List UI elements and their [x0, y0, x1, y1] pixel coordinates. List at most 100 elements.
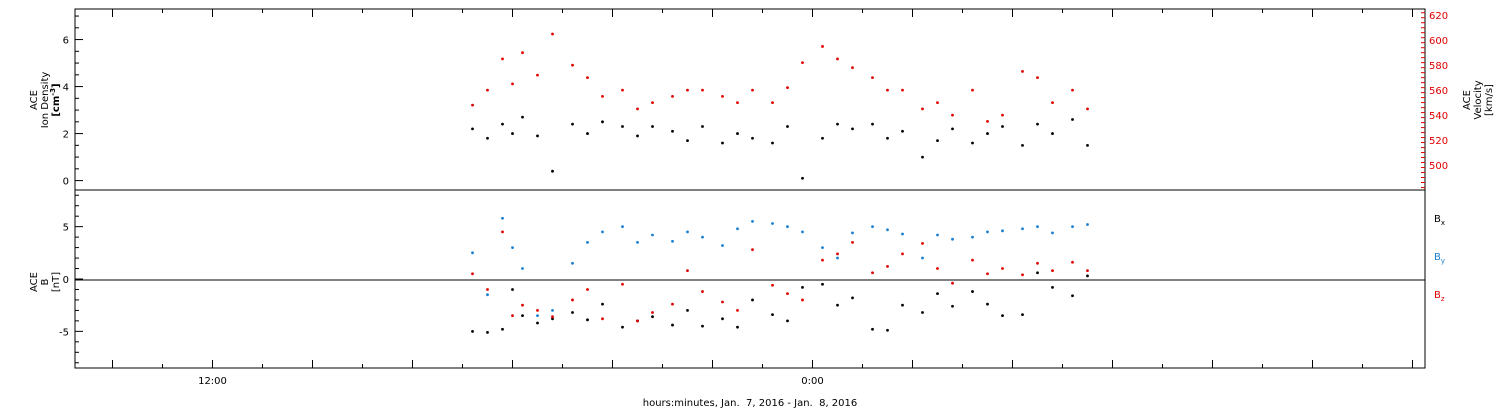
data-point: [851, 240, 854, 244]
data-point: [536, 73, 539, 77]
bottom-panel-points: [471, 216, 1089, 334]
data-point: [701, 88, 704, 92]
data-point: [671, 323, 674, 327]
top-right-ylabel-line2: Velocity: [1473, 80, 1484, 119]
data-point: [821, 45, 824, 48]
y2-tick-label: 520: [1429, 136, 1448, 147]
data-point: [551, 317, 554, 321]
data-point: [736, 309, 739, 312]
data-point: [651, 125, 654, 128]
data-point: [601, 302, 604, 306]
data-point: [951, 237, 954, 241]
y2-tick-label: 560: [1429, 86, 1448, 97]
top-left-ylabel-line2: Ion Density: [40, 72, 51, 129]
data-point: [1036, 76, 1039, 80]
data-point: [1036, 122, 1039, 126]
data-point: [886, 88, 889, 92]
data-point: [886, 228, 889, 232]
data-point: [921, 242, 924, 245]
data-point: [501, 230, 504, 234]
data-point: [1051, 269, 1054, 273]
data-point: [901, 252, 904, 256]
data-point: [586, 288, 589, 291]
data-point: [901, 232, 904, 236]
data-point: [771, 313, 774, 316]
data-point: [1051, 285, 1054, 289]
data-point: [751, 298, 754, 302]
data-point: [986, 119, 989, 123]
data-point: [851, 231, 854, 235]
data-point: [821, 258, 824, 262]
legend-entry: Bx: [1434, 214, 1445, 227]
top-left-ylabel-unit: [cm-3]: [49, 83, 62, 116]
y-tick-label: 0: [63, 275, 69, 286]
data-point: [1021, 273, 1024, 277]
data-point: [951, 281, 954, 285]
data-point: [486, 293, 489, 297]
data-point: [486, 88, 489, 92]
data-point: [771, 222, 774, 225]
data-point: [886, 328, 889, 332]
y2-tick-label: 540: [1429, 111, 1448, 122]
data-point: [1001, 113, 1004, 117]
data-point: [521, 51, 524, 55]
data-point: [1071, 88, 1074, 92]
data-point: [901, 88, 904, 92]
data-point: [821, 246, 824, 249]
data-point: [551, 309, 554, 312]
data-point: [801, 298, 804, 302]
data-point: [511, 132, 514, 135]
data-point: [836, 57, 839, 61]
data-point: [886, 136, 889, 140]
y-tick-label: 5: [63, 223, 69, 234]
bottom-panel-frame: [74, 189, 1426, 369]
data-point: [986, 272, 989, 276]
data-point: [536, 314, 539, 318]
data-point: [686, 139, 689, 143]
data-point: [936, 139, 939, 143]
data-point: [921, 256, 924, 260]
data-point: [621, 282, 624, 286]
data-point: [851, 127, 854, 131]
data-point: [721, 317, 724, 321]
top-left-axis: 0 2 4 6: [63, 15, 83, 188]
data-point: [686, 309, 689, 312]
data-point: [551, 169, 554, 173]
data-point: [671, 239, 674, 243]
data-point: [851, 66, 854, 70]
data-point: [751, 88, 754, 92]
data-point: [1051, 101, 1054, 105]
data-point: [836, 122, 839, 126]
data-point: [621, 125, 624, 128]
data-point: [621, 225, 624, 229]
data-point: [936, 101, 939, 105]
data-point: [486, 288, 489, 291]
data-point: [511, 314, 514, 318]
data-point: [1071, 225, 1074, 229]
data-point: [621, 325, 624, 329]
data-point: [471, 103, 474, 107]
data-point: [871, 271, 874, 275]
data-point: [586, 76, 589, 80]
y-tick-label: 0: [63, 177, 69, 188]
data-point: [701, 324, 704, 328]
top-panel-points: [471, 32, 1089, 180]
data-point: [671, 94, 674, 98]
data-point: [601, 230, 604, 234]
data-point: [771, 141, 774, 145]
data-point: [686, 230, 689, 234]
data-point: [1021, 227, 1024, 231]
data-point: [571, 298, 574, 302]
y2-tick-label: 580: [1429, 61, 1448, 72]
bottom-left-ylabel-line2: B: [40, 278, 51, 285]
y2-tick-label: 600: [1429, 36, 1448, 47]
data-point: [786, 319, 789, 323]
data-point: [501, 122, 504, 126]
x-axis-label: hours:minutes, Jan. 7, 2016 - Jan. 8, 20…: [643, 398, 858, 409]
data-point: [1086, 223, 1089, 226]
data-point: [551, 32, 554, 36]
data-point: [971, 141, 974, 145]
top-left-ylabel-line1: ACE: [29, 90, 40, 110]
data-point: [1036, 225, 1039, 229]
data-point: [1021, 70, 1024, 73]
